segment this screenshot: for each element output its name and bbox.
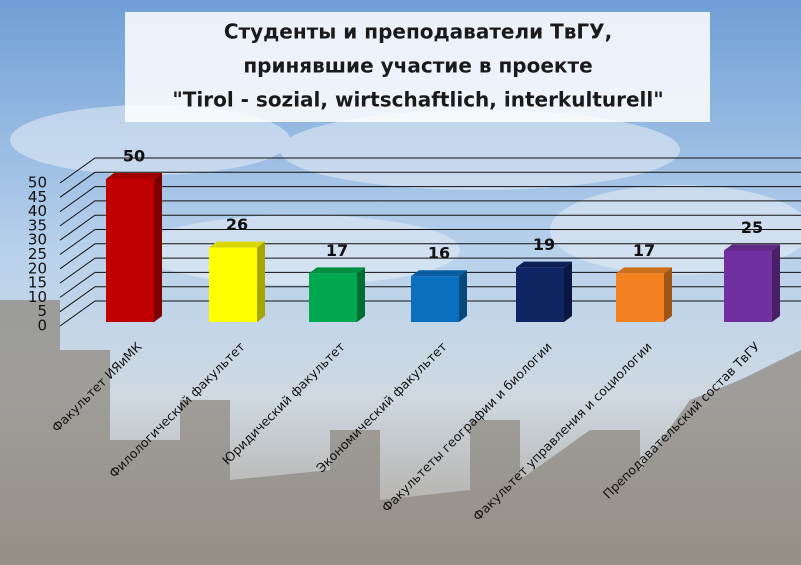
- chart-title: "Tirol - sozial, wirtschaftlich, interku…: [172, 88, 663, 112]
- bar-top: [616, 267, 672, 273]
- bar-top: [309, 267, 365, 273]
- chart-title: принявшие участие в проекте: [243, 54, 592, 78]
- value-label: 19: [533, 235, 555, 254]
- bar: [724, 251, 772, 323]
- bar: [309, 273, 357, 322]
- bar: [411, 276, 459, 322]
- bar-top: [724, 245, 780, 251]
- chart-title: Студенты и преподаватели ТвГУ,: [224, 20, 612, 44]
- bar-side: [357, 267, 365, 322]
- bar-side: [459, 270, 467, 322]
- chart: Студенты и преподаватели ТвГУ, принявшие…: [0, 0, 801, 565]
- y-tick-label: 50: [28, 174, 47, 192]
- bar: [209, 248, 257, 322]
- bar-side: [564, 262, 572, 322]
- value-label: 16: [428, 244, 450, 263]
- bar-top: [516, 262, 572, 268]
- bar: [616, 273, 664, 322]
- bar: [516, 268, 564, 322]
- bar: [106, 179, 154, 322]
- bar-side: [772, 245, 780, 323]
- bar-side: [664, 267, 672, 322]
- page: Студенты и преподаватели ТвГУ, принявшие…: [0, 0, 801, 565]
- bar-side: [257, 242, 265, 322]
- value-label: 26: [226, 215, 248, 234]
- value-label: 25: [741, 218, 763, 237]
- bar-top: [106, 173, 162, 179]
- value-label: 17: [326, 241, 348, 260]
- bar-top: [411, 270, 467, 276]
- bar-top: [209, 242, 265, 248]
- bar-side: [154, 173, 162, 322]
- value-label: 17: [633, 241, 655, 260]
- value-label: 50: [123, 147, 145, 166]
